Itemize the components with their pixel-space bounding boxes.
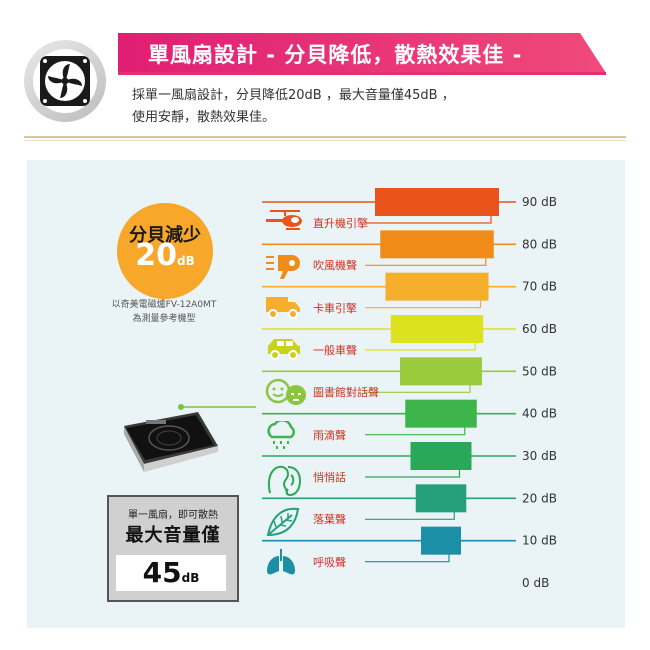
reference-note: 以奇美電磁爐FV-12A0MT 為測量參考機型 xyxy=(80,298,248,326)
tick-label: 80 dB xyxy=(522,237,557,251)
reference-line-2: 為測量參考機型 xyxy=(132,314,196,324)
bar-lungs xyxy=(421,526,461,555)
bar-hair-dryer xyxy=(380,230,494,259)
bar-chat xyxy=(400,357,482,386)
tick-label: 40 dB xyxy=(522,407,557,421)
tick-label: 10 dB xyxy=(522,534,557,548)
chat-icon xyxy=(264,378,308,412)
product-note-value: 45dB xyxy=(116,556,226,589)
bar-truck xyxy=(385,272,489,301)
reduction-value: 20dB xyxy=(117,238,213,273)
car-icon xyxy=(264,336,304,364)
product-note-unit: dB xyxy=(181,571,200,585)
reduction-unit: dB xyxy=(177,254,195,268)
tick-label: 90 dB xyxy=(522,195,557,209)
lungs-icon xyxy=(264,548,298,580)
reference-line-1: 以奇美電磁爐FV-12A0MT xyxy=(111,300,217,310)
source-label-car: 一般車聲 xyxy=(313,344,357,357)
description-line-2: 使用安靜，散熱效果佳。 xyxy=(132,110,276,125)
tick-label: 70 dB xyxy=(522,280,557,294)
truck-icon xyxy=(264,294,302,324)
title-banner xyxy=(118,33,606,73)
hair-dryer-icon xyxy=(264,251,304,283)
fan-icon xyxy=(40,56,90,106)
source-label-lungs: 呼吸聲 xyxy=(313,555,346,569)
source-label-whisper: 悄悄話 xyxy=(313,471,346,484)
tick-label: 60 dB xyxy=(522,322,557,336)
source-label-leaf: 落葉聲 xyxy=(313,513,346,527)
title-underline xyxy=(118,72,606,75)
bar-rain-cloud xyxy=(405,399,477,428)
reduction-label: 分貝減少 xyxy=(129,225,201,246)
reduction-badge xyxy=(117,203,213,299)
rain-cloud-icon xyxy=(264,418,298,455)
source-label-rain-cloud: 雨滴聲 xyxy=(313,428,346,442)
divider xyxy=(24,136,626,138)
induction-cooker-image xyxy=(124,404,256,472)
description-line-1: 採單一風扇設計，分貝降低20dB ，最大音量僅45dB ， xyxy=(132,88,455,103)
helicopter-icon xyxy=(264,209,310,235)
product-note-number: 45 xyxy=(142,556,182,589)
source-label-hair-dryer: 吹風機聲 xyxy=(313,259,357,273)
reduction-number: 20 xyxy=(135,238,177,273)
page-title: 單風扇設計 - 分貝降低，散熱效果佳 - xyxy=(148,43,523,67)
fan-badge xyxy=(24,40,106,122)
bar-whisper xyxy=(410,442,472,470)
whisper-icon xyxy=(264,463,304,503)
divider-thin xyxy=(24,140,626,141)
bar-helicopter xyxy=(375,188,499,216)
source-label-truck: 卡車引擎 xyxy=(313,301,357,315)
bar-car xyxy=(390,315,484,343)
tick-label: 30 dB xyxy=(522,449,557,463)
tick-label: 50 dB xyxy=(522,364,557,378)
tick-label: 20 dB xyxy=(522,491,557,505)
product-note-line-2: 最大音量僅 xyxy=(125,525,221,546)
product-note-line-1: 單一風扇，即可散熱 xyxy=(128,510,218,521)
description: 採單一風扇設計，分貝降低20dB ，最大音量僅45dB ， 使用安靜，散熱效果佳… xyxy=(132,85,455,129)
bar-leaf xyxy=(415,484,467,513)
product-note-value-box xyxy=(116,555,226,591)
source-label-helicopter: 直升機引擎 xyxy=(313,217,368,230)
tick-label: 0 dB xyxy=(522,576,549,590)
leaf-icon xyxy=(264,505,302,543)
source-label-chat: 圖書館對話聲 xyxy=(313,386,379,400)
